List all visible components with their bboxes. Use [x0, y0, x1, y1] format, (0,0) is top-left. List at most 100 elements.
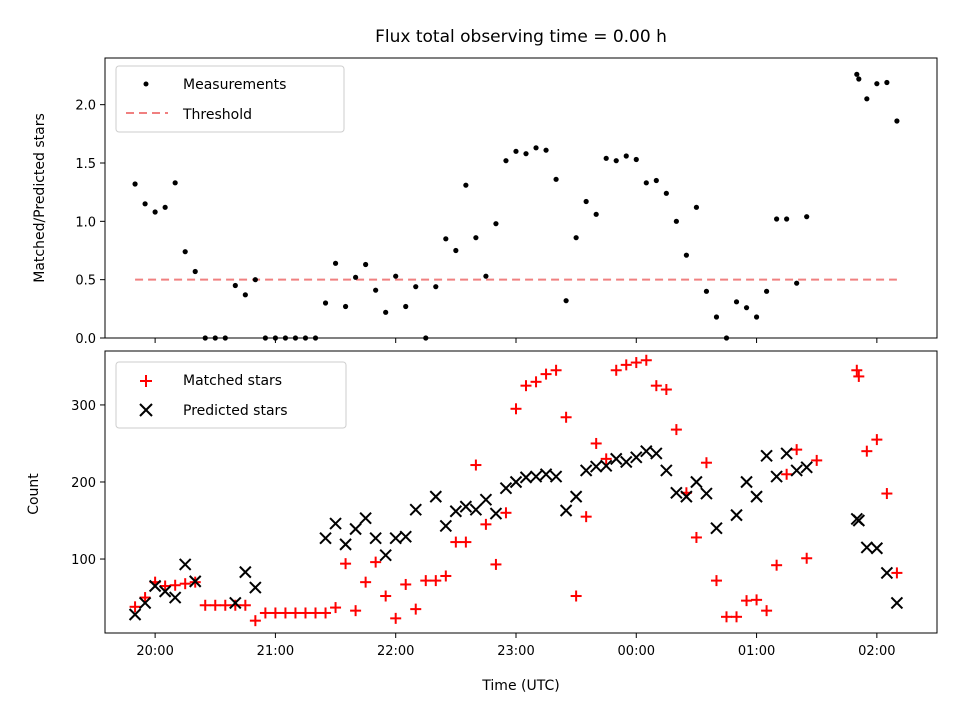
measurement-point — [543, 147, 549, 153]
predicted-star-point — [449, 505, 463, 518]
measurement-point — [332, 260, 339, 266]
measurement-point — [322, 300, 329, 306]
matched-star-point — [520, 380, 532, 392]
matched-star-point — [279, 607, 291, 619]
predicted-star-point — [239, 565, 252, 579]
measurement-point — [142, 201, 148, 207]
count-xtick: 01:00 — [738, 633, 775, 659]
predicted-star-point — [389, 532, 402, 545]
ratio-ytick-label: 1.0 — [75, 215, 96, 230]
ratio-panel: 0.00.51.01.52.0 Matched/Predicted stars … — [32, 57, 938, 347]
count-xtick: 02:00 — [858, 633, 896, 659]
predicted-star-point — [529, 470, 543, 483]
measurement-point — [433, 284, 439, 290]
count-xtick-label: 01:00 — [738, 644, 775, 659]
predicted-star-point — [860, 541, 874, 554]
predicted-star-point — [670, 486, 683, 499]
count-ytick-label: 100 — [71, 553, 96, 568]
measurement-point — [493, 221, 499, 227]
matched-star-point — [490, 558, 502, 570]
matched-star-point — [139, 592, 151, 604]
legend-predicted-marker — [139, 403, 153, 417]
matched-star-point — [640, 354, 652, 366]
measurement-point — [894, 118, 900, 124]
matched-star-point — [269, 607, 281, 619]
predicted-star-point — [610, 452, 623, 466]
matched-star-point — [670, 424, 682, 436]
matched-star-point — [320, 607, 332, 619]
measurement-point — [363, 261, 369, 268]
measurement-point — [413, 284, 419, 290]
matched-star-point — [289, 607, 301, 619]
measurement-point — [733, 299, 740, 305]
matched-star-point — [350, 605, 362, 617]
matched-star-point — [791, 444, 803, 456]
matched-star-point — [199, 599, 211, 611]
ratio-ytick: 1.5 — [75, 157, 105, 172]
predicted-star-point — [890, 596, 904, 610]
count-xtick: 23:00 — [497, 633, 535, 659]
predicted-star-point — [750, 490, 763, 503]
predicted-star-point — [660, 464, 673, 477]
matched-star-point — [660, 384, 672, 396]
measurement-point — [763, 288, 770, 294]
predicted-star-point — [329, 517, 342, 530]
predicted-star-point — [650, 447, 663, 460]
predicted-star-point — [158, 585, 172, 598]
measurement-point — [473, 235, 479, 241]
predicted-star-point — [870, 542, 884, 555]
predicted-star-point — [409, 503, 422, 516]
matched-star-point — [340, 558, 352, 570]
measurement-point — [864, 96, 870, 102]
matched-star-point — [610, 364, 622, 376]
matched-star-point — [650, 380, 662, 392]
predicted-star-point — [549, 470, 563, 483]
measurement-point — [663, 190, 669, 196]
predicted-star-point — [359, 511, 372, 525]
ratio-ytick: 2.0 — [75, 99, 105, 114]
measurement-point — [633, 156, 639, 163]
ratio-ytick-label: 2.0 — [75, 99, 96, 114]
predicted-star-point — [790, 464, 803, 477]
measurement-point — [583, 198, 589, 205]
matched-star-point — [450, 536, 462, 548]
matched-star-point — [540, 368, 552, 380]
count-xtick-label: 22:00 — [377, 644, 414, 659]
measurement-point — [192, 268, 198, 275]
matched-star-point — [811, 454, 823, 466]
legend-matched-label: Matched stars — [183, 373, 282, 389]
measurement-point — [483, 273, 489, 279]
matched-star-point — [881, 488, 893, 500]
legend-measurements-marker — [143, 81, 149, 87]
predicted-star-point — [730, 508, 743, 522]
ratio-ytick: 0.0 — [75, 332, 105, 347]
measurement-point — [573, 235, 579, 241]
count-ytick: 100 — [71, 553, 105, 568]
matched-star-point — [370, 556, 382, 568]
measurement-point — [353, 274, 359, 280]
chart-title: Flux total observing time = 0.00 h — [375, 27, 667, 47]
matched-star-point — [400, 578, 412, 590]
matched-star-point — [871, 434, 883, 446]
predicted-star-point — [148, 579, 162, 593]
measurement-point — [152, 209, 158, 215]
predicted-star-point — [680, 490, 693, 503]
predicted-star-point — [379, 548, 392, 562]
predicted-star-point — [399, 530, 412, 543]
count-xtick-label: 02:00 — [858, 644, 895, 659]
matched-star-point — [390, 612, 402, 624]
matched-star-point — [590, 437, 602, 449]
predicted-star-point — [760, 449, 773, 462]
measurement-point — [683, 252, 689, 258]
count-xtick-label: 20:00 — [136, 644, 173, 659]
matched-star-point — [801, 552, 813, 564]
matched-star-point — [891, 567, 903, 579]
count-ytick: 200 — [71, 476, 105, 491]
predicted-star-point — [189, 575, 202, 588]
predicted-star-point — [780, 447, 793, 460]
matched-star-point — [159, 580, 171, 592]
matched-star-point — [430, 575, 442, 587]
ratio-ytick: 1.0 — [75, 215, 105, 230]
ratio-legend: Measurements Threshold — [115, 65, 345, 133]
predicted-star-point — [178, 558, 192, 571]
